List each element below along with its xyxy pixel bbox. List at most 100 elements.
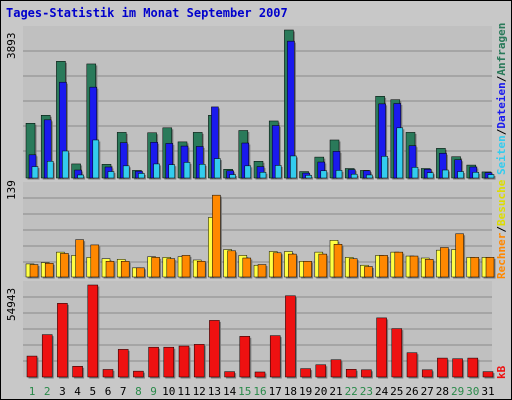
bar-seiten <box>229 174 236 179</box>
bar-kb <box>133 370 144 378</box>
bar-kb <box>148 346 159 378</box>
bar-rechner <box>485 257 495 278</box>
x-tick-label: 8 <box>135 385 142 398</box>
bar-kb <box>224 371 235 378</box>
bar-seiten <box>77 174 84 179</box>
bar-rechner <box>242 257 252 278</box>
bar-kb <box>361 369 372 378</box>
bar-kb <box>345 369 357 378</box>
bar-seiten <box>183 162 191 179</box>
bar-seiten <box>426 172 434 179</box>
bar-seiten <box>350 173 358 179</box>
bar-rechner <box>409 255 419 278</box>
bar-seiten <box>107 171 115 179</box>
bar-rechner <box>424 259 434 278</box>
bar-rechner <box>120 261 130 278</box>
bar-kb <box>178 345 190 378</box>
bar-seiten <box>153 163 160 179</box>
x-tick-label: 16 <box>253 385 266 398</box>
bar-rechner <box>257 264 267 278</box>
x-tick-label: 5 <box>89 385 96 398</box>
bar-kb <box>406 352 418 378</box>
bar-seiten <box>274 165 282 179</box>
bar-kb <box>482 371 494 378</box>
bar-rechner <box>272 252 282 278</box>
bar-rechner <box>348 258 358 278</box>
bar-seiten <box>138 173 145 179</box>
bar-seiten <box>46 161 54 179</box>
bar-rechner <box>379 255 388 278</box>
x-tick-label: 12 <box>193 385 206 398</box>
x-tick-label: 9 <box>150 385 157 398</box>
x-tick-label: 10 <box>162 385 175 398</box>
bar-kb <box>467 357 479 378</box>
bar-kb <box>315 364 327 378</box>
bar-seiten <box>442 169 449 179</box>
bar-seiten <box>411 167 419 179</box>
bar-seiten <box>487 174 495 179</box>
bar-kb <box>72 366 83 378</box>
bar-rechner <box>29 264 39 278</box>
bar-rechner <box>44 263 54 278</box>
bar-seiten <box>92 139 100 179</box>
bar-rechner <box>105 261 115 278</box>
bar-kb <box>102 369 114 378</box>
x-tick-label: 17 <box>269 385 282 398</box>
bar-rechner <box>470 257 480 278</box>
bar-kb <box>437 357 448 378</box>
bar-seiten <box>214 158 221 179</box>
bar-kb <box>269 335 281 378</box>
bar-rechner <box>136 267 145 278</box>
bar-seiten <box>168 164 176 179</box>
bar-rechner <box>440 247 449 278</box>
bar-seiten <box>290 155 297 179</box>
bar-kb <box>300 368 311 378</box>
x-tick-label: 15 <box>238 385 251 398</box>
bar-kb <box>452 358 463 378</box>
bar-rechner <box>90 244 100 278</box>
bar-kb <box>285 295 296 378</box>
bar-seiten <box>381 156 388 179</box>
bar-rechner <box>364 266 373 278</box>
x-tick-label: 1 <box>29 385 36 398</box>
bar-seiten <box>198 164 206 179</box>
bar-seiten <box>457 171 464 179</box>
bar-seiten <box>31 166 39 179</box>
bar-rechner <box>75 239 84 278</box>
x-tick-label: 27 <box>421 385 434 398</box>
bar-seiten <box>396 127 404 179</box>
x-tick-label: 26 <box>405 385 418 398</box>
x-tick-label: 18 <box>284 385 297 398</box>
bar-kb <box>193 344 205 378</box>
bar-rechner <box>333 244 343 278</box>
x-tick-label: 7 <box>120 385 127 398</box>
bar-kb <box>421 369 433 378</box>
bar-seiten <box>122 165 130 179</box>
bar-kb <box>57 303 68 378</box>
bar-seiten <box>305 175 312 179</box>
bar-rechner <box>303 261 312 278</box>
x-tick-label: 22 <box>345 385 358 398</box>
x-tick-label: 29 <box>451 385 464 398</box>
bar-rechner <box>318 253 328 278</box>
x-tick-label: 24 <box>375 385 389 398</box>
x-tick-label: 19 <box>299 385 312 398</box>
x-tick-label: 11 <box>177 385 190 398</box>
bar-seiten <box>244 165 252 179</box>
x-tick-label: 25 <box>390 385 403 398</box>
bar-kb <box>41 334 53 378</box>
x-tick-label: 2 <box>44 385 51 398</box>
bar-rechner <box>181 255 191 278</box>
bar-rechner <box>196 261 206 278</box>
x-tick-label: 6 <box>105 385 112 398</box>
bar-rechner <box>151 257 160 278</box>
bar-rechner <box>394 251 404 278</box>
bar-kb <box>254 371 266 378</box>
x-tick-label: 4 <box>74 385 81 398</box>
bar-rechner <box>288 253 297 278</box>
bar-kb <box>87 284 99 378</box>
x-tick-label: 20 <box>314 385 327 398</box>
x-tick-label: 3 <box>59 385 66 398</box>
bar-rechner <box>60 253 69 278</box>
